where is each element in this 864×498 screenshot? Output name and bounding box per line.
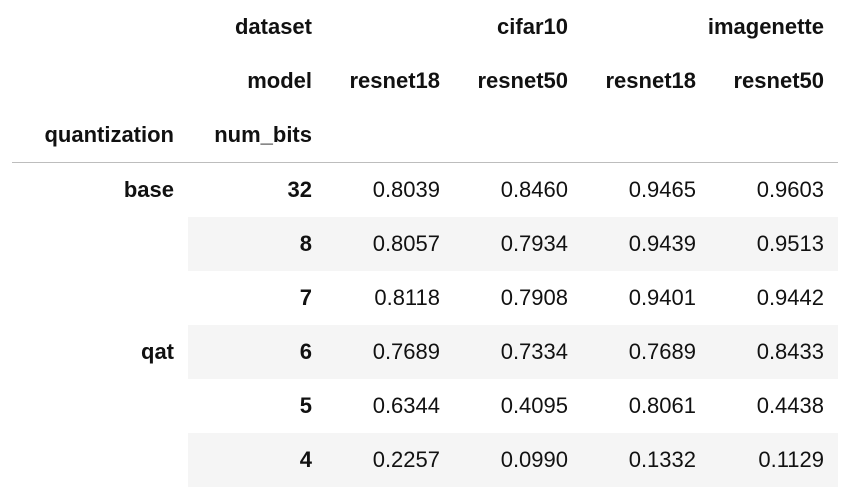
header-blank — [454, 108, 582, 163]
table-cell: 0.8057 — [372, 231, 440, 256]
row-num-bits: 7 — [299, 285, 312, 310]
table-cell: 0.9513 — [756, 231, 824, 256]
table-cell: 0.7334 — [500, 339, 568, 364]
row-quantization-label: qat — [12, 217, 188, 487]
header-row-index-names: quantization num_bits — [12, 108, 838, 163]
table-cell: 0.9442 — [756, 285, 824, 310]
header-blank — [582, 108, 710, 163]
row-num-bits: 32 — [287, 177, 312, 202]
row-quantization-label: base — [123, 177, 174, 202]
table-cell: 0.6344 — [372, 393, 440, 418]
table-cell: 0.8460 — [500, 177, 568, 202]
table-cell: 0.4095 — [500, 393, 568, 418]
header-model: resnet18 — [349, 68, 440, 93]
table-cell: 0.2257 — [372, 447, 440, 472]
header-model: resnet50 — [477, 68, 568, 93]
table-cell: 0.7689 — [628, 339, 696, 364]
table-row: 7 0.8118 0.7908 0.9401 0.9442 — [12, 271, 838, 325]
row-num-bits: 8 — [299, 231, 312, 256]
header-blank — [12, 54, 188, 108]
header-dataset-cifar10: cifar10 — [497, 14, 568, 39]
table-row: base 32 0.8039 0.8460 0.9465 0.9603 — [12, 163, 838, 218]
header-model: resnet50 — [733, 68, 824, 93]
table-cell: 0.8039 — [372, 177, 440, 202]
header-blank — [326, 108, 454, 163]
column-level0-name: dataset — [234, 14, 312, 39]
table-cell: 0.9439 — [628, 231, 696, 256]
table-cell: 0.8118 — [374, 285, 440, 310]
table-cell: 0.9465 — [628, 177, 696, 202]
header-model: resnet18 — [605, 68, 696, 93]
row-num-bits: 6 — [299, 339, 312, 364]
table-cell: 0.1129 — [758, 447, 824, 472]
header-row-model: model resnet18 resnet50 resnet18 resnet5… — [12, 54, 838, 108]
table-header: dataset cifar10 imagenette model resnet1… — [12, 0, 838, 163]
results-table: dataset cifar10 imagenette model resnet1… — [12, 0, 838, 487]
table-cell: 0.8433 — [756, 339, 824, 364]
index-name-quantization: quantization — [12, 108, 188, 163]
index-name-num-bits: num_bits — [188, 108, 326, 163]
header-dataset-imagenette: imagenette — [707, 14, 824, 39]
table-cell: 0.9401 — [628, 285, 696, 310]
table-cell: 0.7908 — [500, 285, 568, 310]
row-num-bits: 4 — [299, 447, 312, 472]
table-cell: 0.7934 — [500, 231, 568, 256]
table-cell: 0.7689 — [372, 339, 440, 364]
column-level1-name: model — [247, 68, 312, 93]
row-num-bits: 5 — [299, 393, 312, 418]
table-row: 5 0.6344 0.4095 0.8061 0.4438 — [12, 379, 838, 433]
header-row-dataset: dataset cifar10 imagenette — [12, 0, 838, 54]
table-body: base 32 0.8039 0.8460 0.9465 0.9603 qat … — [12, 163, 838, 487]
header-blank — [12, 0, 188, 54]
header-blank — [710, 108, 838, 163]
table-row: qat 8 0.8057 0.7934 0.9439 0.9513 — [12, 217, 838, 487]
table-cell: 0.8061 — [628, 393, 696, 418]
table-cell: 0.1332 — [628, 447, 696, 472]
table-cell: 0.0990 — [500, 447, 568, 472]
table-cell: 0.9603 — [756, 177, 824, 202]
table-cell: 0.4438 — [756, 393, 824, 418]
